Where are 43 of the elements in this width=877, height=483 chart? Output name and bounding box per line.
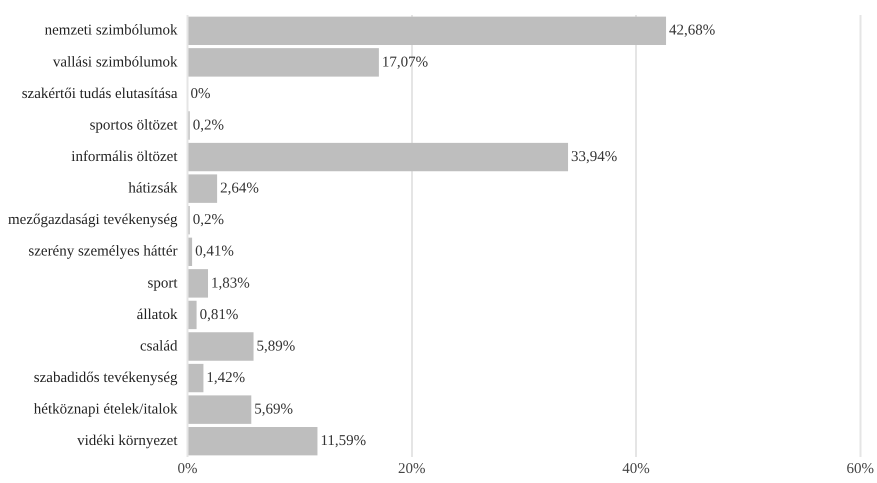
bar — [188, 395, 252, 424]
data-label: 1,42% — [206, 370, 246, 386]
data-label: 0% — [190, 86, 211, 102]
y-tick-label: vidéki környezet — [77, 433, 178, 450]
y-tick-label: mezőgazdasági tevékenység — [8, 212, 178, 228]
data-label: 33,94% — [571, 149, 618, 166]
data-label: 0,41% — [195, 244, 234, 260]
data-label: 0,81% — [200, 306, 238, 323]
bar — [188, 427, 318, 456]
y-tick-label: nemzeti szimbólumok — [44, 22, 178, 39]
bar — [188, 269, 208, 298]
y-tick-label: hátizsák — [128, 180, 178, 197]
bar — [188, 238, 192, 266]
bar — [188, 364, 204, 392]
bar — [188, 332, 254, 361]
data-label: 5,89% — [256, 338, 296, 354]
data-label: 5,69% — [254, 402, 294, 418]
y-tick-label: család — [140, 338, 178, 354]
bar — [188, 48, 379, 77]
y-tick-label: informális öltözet — [71, 149, 178, 166]
bar — [188, 16, 666, 45]
x-tick-label: 20% — [398, 460, 426, 477]
bar — [188, 142, 568, 172]
y-tick-label: vallási szimbólumok — [52, 54, 178, 70]
data-label: 2,64% — [220, 180, 259, 197]
bar — [188, 300, 197, 330]
data-label: 17,07% — [382, 54, 428, 70]
y-tick-label: szakértői tudás elutasítása — [22, 86, 178, 102]
y-tick-label: sportos öltözet — [90, 117, 178, 134]
y-tick-label: szabadidős tevékenység — [34, 370, 178, 386]
bar — [188, 174, 218, 203]
y-tick-label: állatok — [136, 306, 178, 323]
data-label: 1,83% — [211, 275, 250, 292]
x-tick-label: 60% — [846, 460, 874, 477]
x-tick-label: 0% — [178, 460, 198, 477]
y-tick-label: sport — [148, 275, 178, 292]
data-label: 0,2% — [192, 212, 224, 228]
data-label: 0,2% — [192, 117, 224, 134]
data-label: 11,59% — [320, 433, 366, 450]
y-tick-label: hétköznapi ételek/italok — [34, 402, 178, 418]
x-tick-label: 40% — [622, 460, 650, 477]
y-tick-label: szerény személyes háttér — [28, 244, 178, 260]
data-label: 42,68% — [669, 22, 716, 39]
